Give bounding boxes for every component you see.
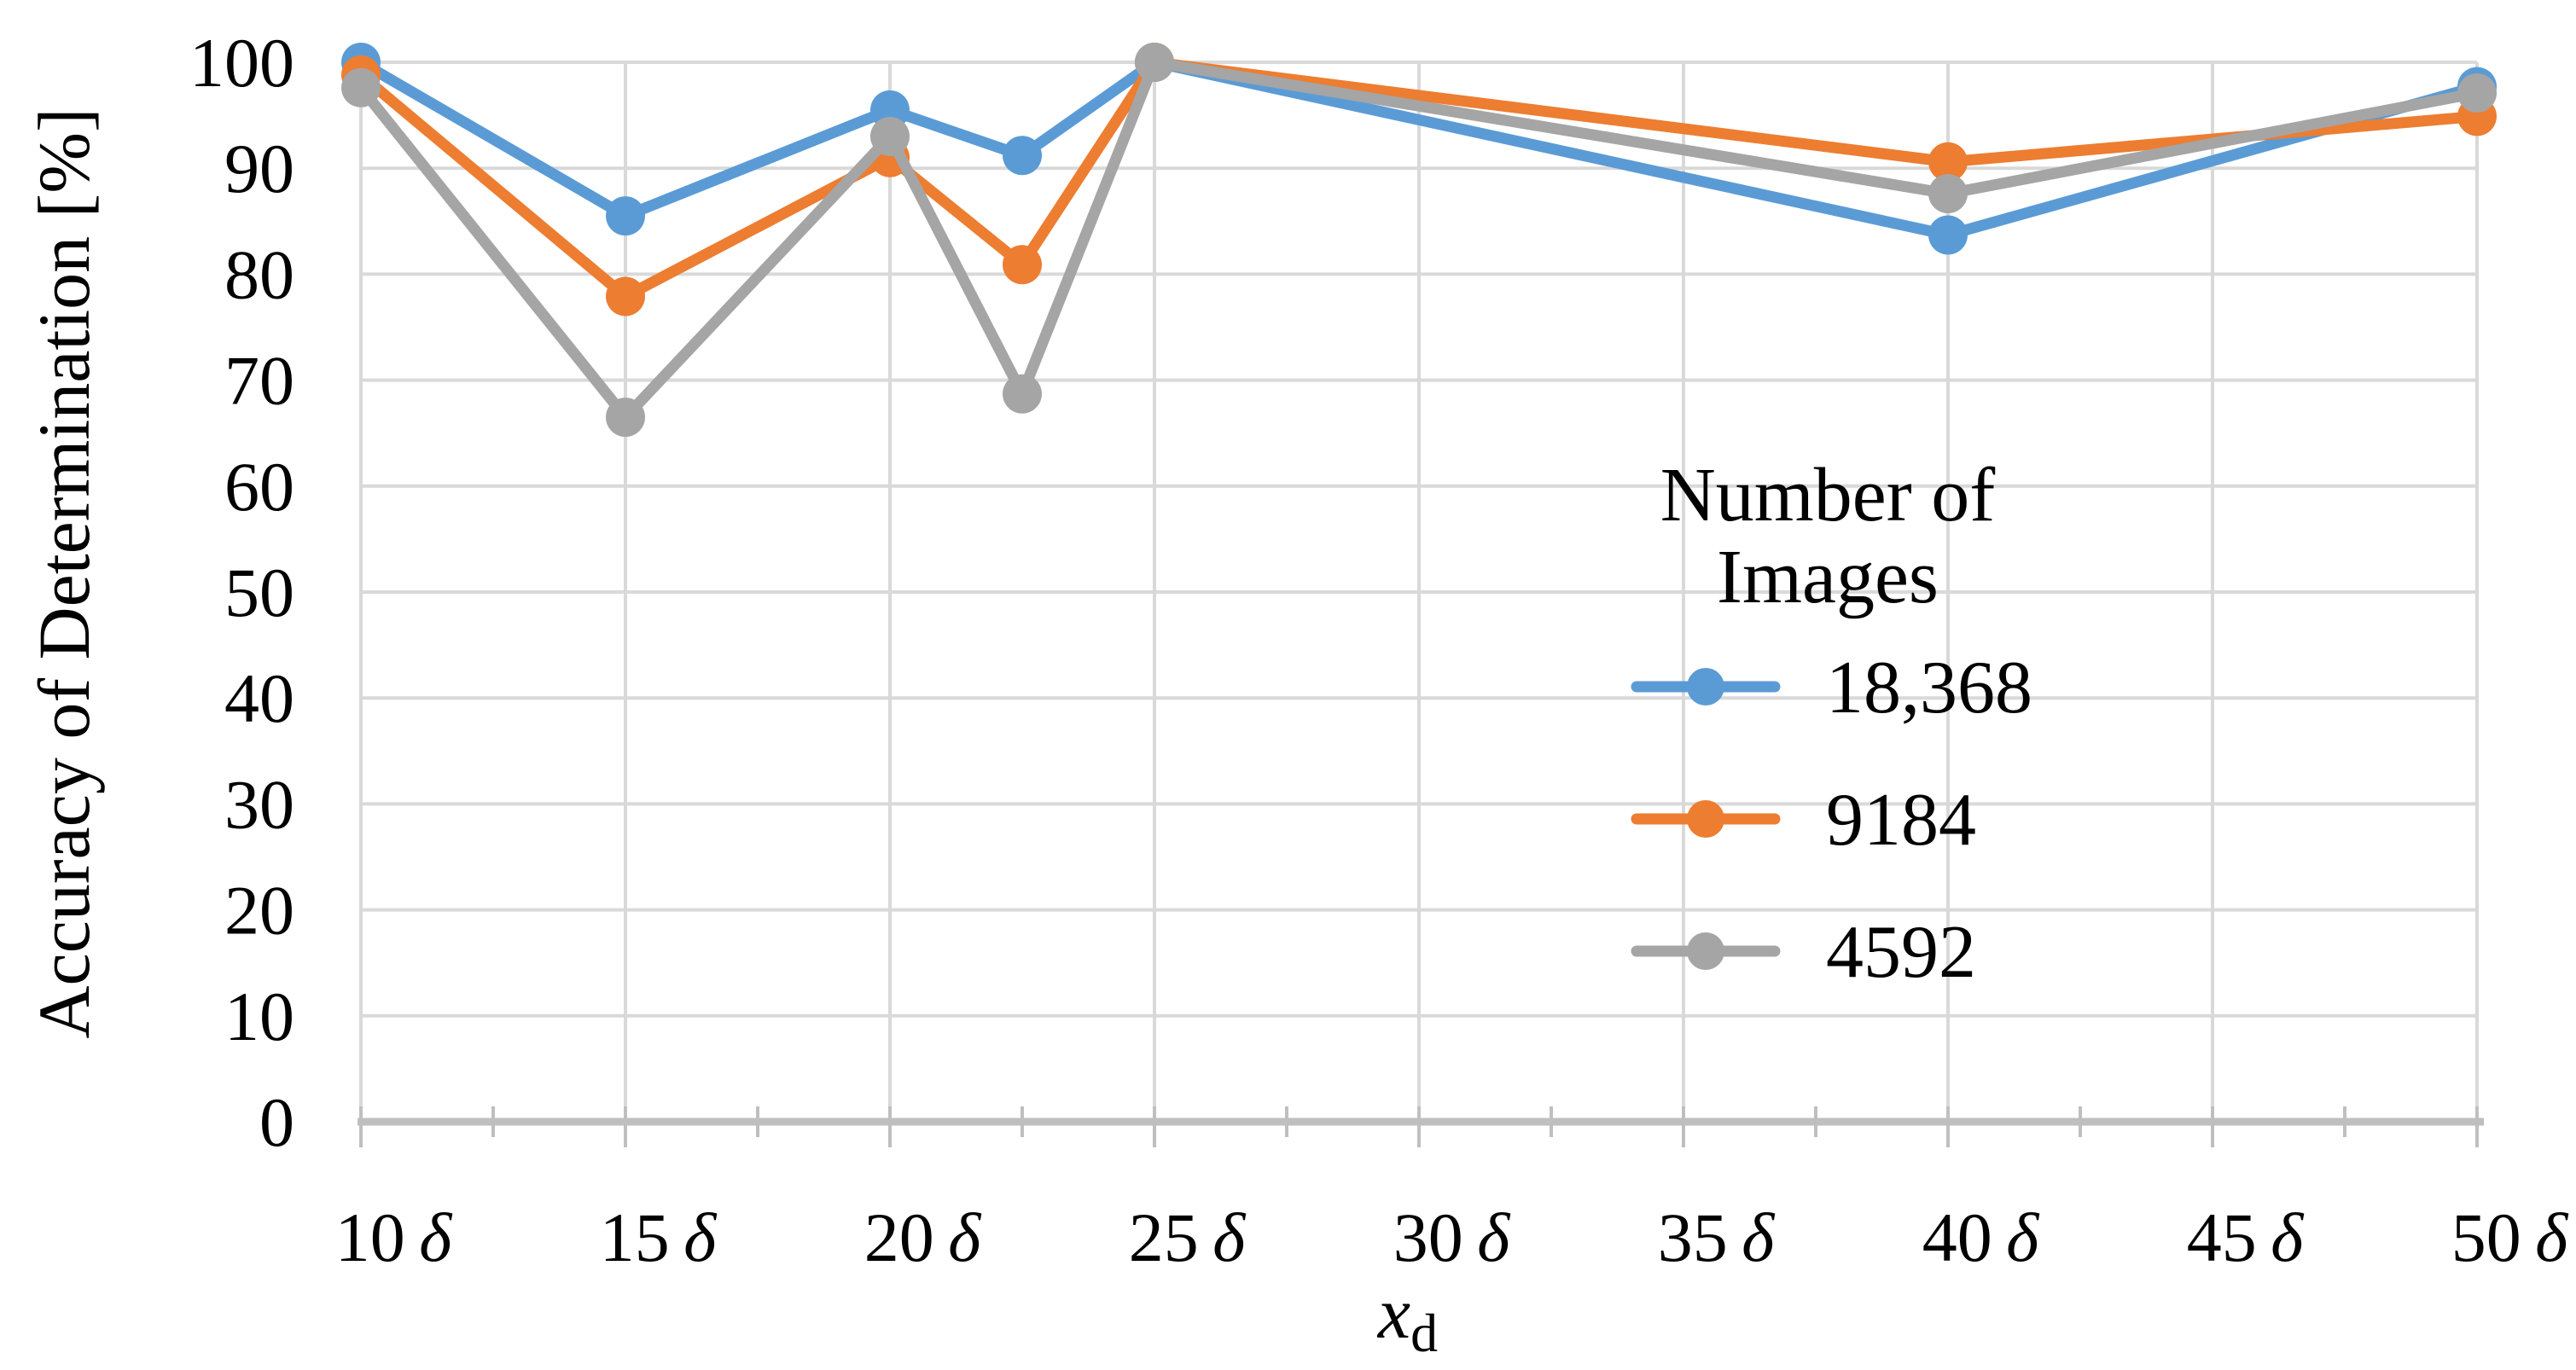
- x-axis-tick-label: 50 δ: [2451, 1199, 2569, 1276]
- y-axis-tick-label: 50: [224, 554, 294, 631]
- data-point-marker: [606, 196, 645, 236]
- data-point-marker: [1003, 374, 1042, 414]
- y-axis-tick-label: 40: [224, 659, 294, 737]
- x-axis-tick-label: 30 δ: [1393, 1199, 1511, 1276]
- legend-entry-label: 18,368: [1826, 647, 2032, 729]
- x-axis-title: xd: [1376, 1272, 1438, 1363]
- y-axis-tick-label: 90: [224, 130, 294, 207]
- x-axis-tick-label: 40 δ: [1922, 1199, 2040, 1276]
- x-axis-tick-label: 20 δ: [864, 1199, 982, 1276]
- legend-title-line: Images: [1717, 535, 1939, 619]
- x-axis-tick-label: 15 δ: [600, 1199, 718, 1276]
- data-point-marker: [341, 67, 381, 107]
- data-point-marker: [1928, 142, 1968, 182]
- y-axis-tick-label: 0: [259, 1083, 294, 1161]
- y-axis-tick-label: 80: [224, 235, 294, 313]
- x-axis-tick-label: 45 δ: [2187, 1199, 2305, 1276]
- legend-entry-label: 4592: [1826, 911, 1976, 994]
- data-point-marker: [606, 276, 645, 316]
- legend-title-line: Number of: [1660, 453, 1995, 537]
- data-point-marker: [1928, 174, 1968, 214]
- y-axis-tick-label: 60: [224, 448, 294, 525]
- y-axis-title: Accuracy of Determination [%]: [23, 107, 105, 1038]
- legend-key-marker: [1687, 800, 1724, 838]
- y-axis-tick-label: 20: [224, 872, 294, 949]
- data-point-marker: [1928, 215, 1968, 255]
- legend-entry-label: 9184: [1826, 779, 1976, 862]
- data-point-marker: [1135, 43, 1174, 82]
- data-point-marker: [1003, 136, 1042, 176]
- data-point-marker: [2457, 73, 2497, 113]
- y-axis-tick-label: 30: [224, 765, 294, 843]
- x-axis-tick-label: 10 δ: [335, 1199, 453, 1276]
- x-axis-tick-label: 35 δ: [1658, 1199, 1776, 1276]
- y-axis-tick-label: 10: [224, 978, 294, 1055]
- data-point-marker: [870, 116, 910, 156]
- y-axis-tick-label: 70: [224, 342, 294, 420]
- legend-key-marker: [1687, 668, 1724, 705]
- y-axis-tick-label: 100: [189, 24, 294, 102]
- data-point-marker: [1003, 245, 1042, 285]
- data-point-marker: [606, 398, 645, 438]
- legend-key-marker: [1687, 932, 1724, 970]
- x-axis-tick-label: 25 δ: [1129, 1199, 1247, 1276]
